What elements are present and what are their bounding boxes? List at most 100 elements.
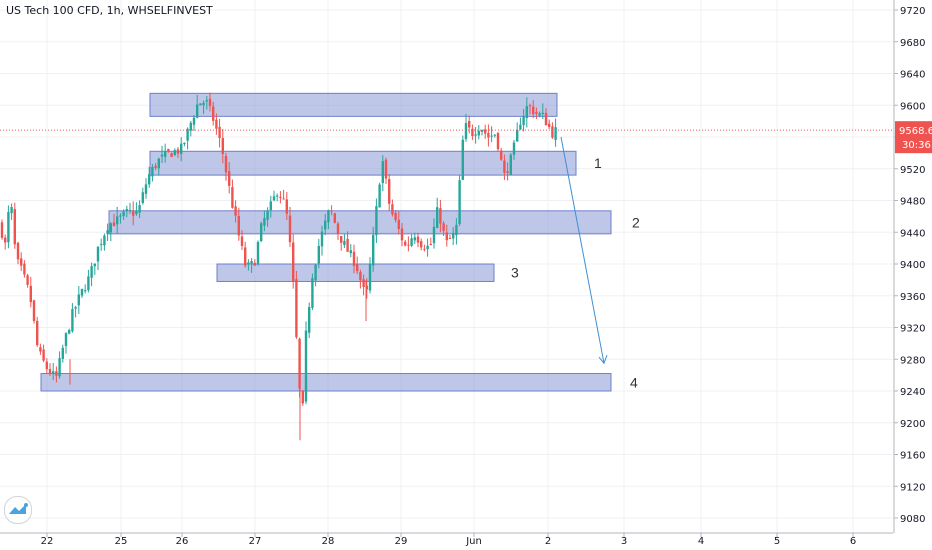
candle-body (93, 263, 96, 267)
price-tick-label: 9640 (900, 70, 925, 81)
candle-body (218, 126, 221, 139)
candle-body (436, 207, 439, 228)
candle-body (288, 215, 292, 243)
candle-body (20, 258, 23, 266)
bar-countdown: 30:36 (902, 140, 931, 151)
candle-body (480, 130, 484, 132)
candle-body (282, 198, 285, 200)
candle-body (471, 128, 474, 136)
candle-body (106, 230, 109, 235)
candle-body (116, 216, 119, 225)
price-tick-label: 9480 (900, 197, 925, 208)
candle-body (58, 358, 61, 377)
candle-body (413, 237, 416, 241)
time-tick-label: 22 (41, 536, 54, 547)
candle-body (52, 371, 55, 375)
candle-body (176, 149, 180, 154)
candle-body (509, 154, 512, 176)
candle-body (29, 285, 32, 303)
price-tick-label: 9200 (900, 419, 925, 430)
candle-body (26, 275, 29, 285)
candle-body (394, 212, 397, 221)
candle-body (196, 104, 199, 118)
candle-body (112, 222, 116, 227)
candle-body (215, 119, 218, 129)
candle-body (429, 243, 432, 245)
chart-title: US Tech 100 CFD, 1h, WHSELFINVEST (6, 4, 213, 17)
candle-body (432, 226, 436, 244)
candle-body (96, 246, 100, 262)
candle-body (208, 98, 212, 107)
candle-body (292, 242, 295, 282)
candle-body (237, 215, 240, 236)
zone-label: 1 (594, 155, 602, 171)
candle-body (173, 150, 176, 155)
candle-body (132, 210, 135, 216)
candle-body (144, 184, 148, 194)
current-price-tag: 9568.6 30:36 (895, 121, 932, 154)
candle-body (410, 238, 413, 246)
candle-body (48, 369, 52, 374)
candle-body (212, 106, 215, 121)
candle-body (519, 124, 522, 130)
candle-body (541, 112, 544, 114)
zone-label: 3 (511, 265, 519, 281)
candle-body (45, 361, 48, 370)
price-tick-label: 9440 (900, 228, 925, 239)
candle-body (68, 330, 71, 334)
candle-body (336, 223, 340, 234)
candle-body (327, 210, 330, 223)
candle-body (285, 199, 288, 214)
candle-body (544, 112, 548, 126)
price-tick-label: 9240 (900, 387, 925, 398)
candle-body (141, 192, 144, 203)
candle-body (532, 106, 535, 115)
candle-body (426, 245, 429, 250)
candle-body (122, 211, 125, 216)
candle-body (314, 264, 317, 281)
candle-body (423, 248, 426, 250)
time-axis[interactable]: 22 25 26 27 28 29 Jun 2 3 4 5 6 (0, 532, 893, 547)
candle-body (125, 209, 128, 212)
candle-body (39, 347, 42, 352)
price-tick-label: 9400 (900, 260, 925, 271)
candle-body (525, 106, 528, 118)
candle-body (74, 307, 77, 309)
candle-body (500, 150, 503, 160)
candle-body (554, 127, 557, 140)
candle-body (301, 390, 304, 404)
candle-body (167, 149, 170, 152)
candle-body (400, 228, 404, 241)
candle-body (0, 222, 4, 238)
candle-body (16, 242, 20, 260)
candle-body (464, 123, 468, 139)
candle-body (320, 231, 324, 247)
candle-body (487, 133, 490, 138)
candle-body (375, 206, 378, 236)
tradingview-logo-icon[interactable] (4, 496, 32, 524)
candle-body (234, 206, 237, 216)
candle-body (484, 129, 487, 134)
candle-body (199, 103, 202, 106)
zone-1 (149, 92, 558, 117)
candle-body (298, 338, 301, 389)
candle-body (404, 241, 407, 246)
candle-body (80, 288, 84, 296)
candle-body (503, 160, 506, 173)
candle-body (384, 159, 388, 179)
candle-body (192, 117, 196, 125)
price-axis[interactable]: 9080 9120 9160 9200 9240 9280 9320 9360 9400 9440… (893, 0, 925, 533)
candle-body (420, 241, 423, 248)
zone-label: 4 (630, 374, 638, 390)
price-tick-label: 9520 (900, 165, 925, 176)
candle-body (263, 218, 266, 226)
candle-body (512, 142, 516, 155)
candle-body (346, 238, 349, 252)
candle-body (260, 223, 263, 242)
candle-body (304, 330, 308, 402)
time-tick-label: 27 (249, 536, 262, 547)
candle-body (551, 126, 554, 138)
candle-body (279, 196, 282, 198)
candle-body (272, 196, 276, 201)
